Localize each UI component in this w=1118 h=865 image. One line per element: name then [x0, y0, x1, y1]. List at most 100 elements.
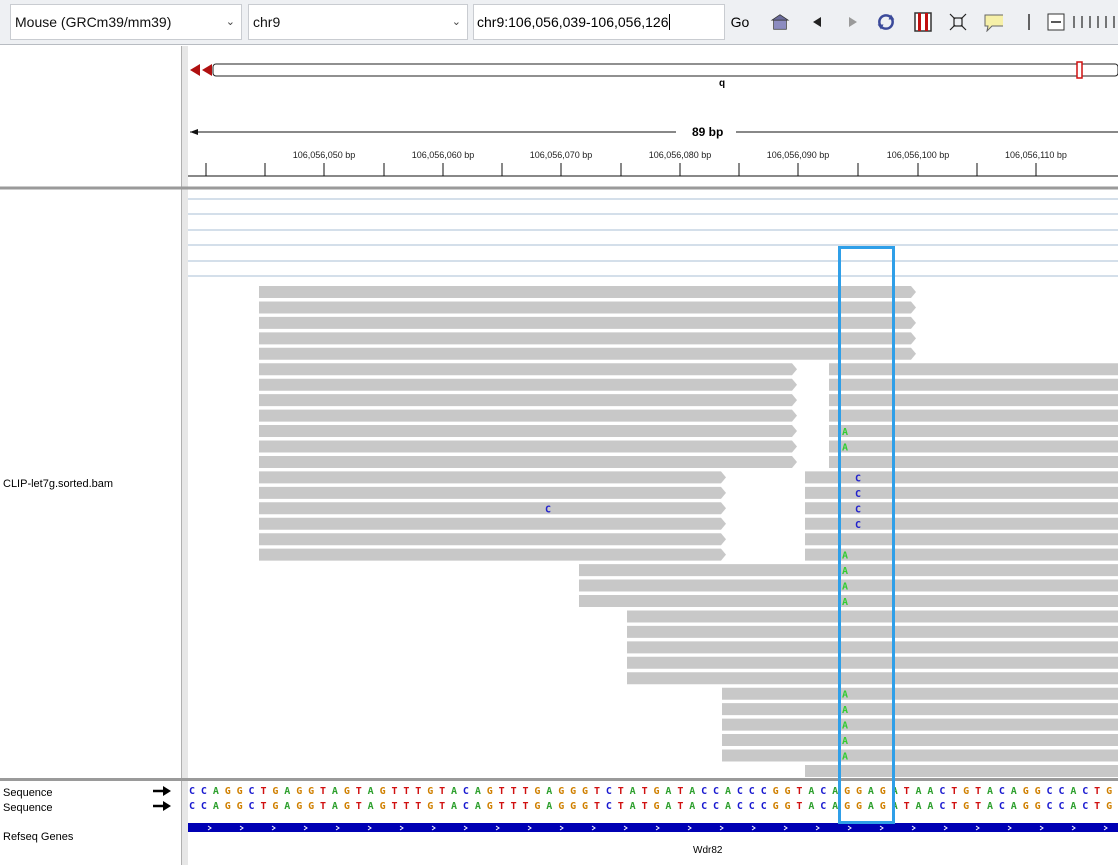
go-button[interactable]: Go	[730, 14, 750, 30]
locus-input[interactable]: chr9:106,056,039-106,056,126	[473, 4, 725, 40]
refresh-icon[interactable]	[876, 12, 896, 32]
sequence-base: G	[1106, 801, 1113, 812]
sequence-base: C	[1082, 786, 1089, 797]
sequence-base: A	[808, 801, 815, 812]
strand-chevron-icon	[847, 825, 852, 831]
sequence-base: G	[236, 786, 243, 797]
sequence-base: G	[558, 786, 565, 797]
sequence-base: C	[713, 801, 720, 812]
strand-chevron-icon	[783, 825, 788, 831]
ruler-tick-label: 106,056,070 bp	[529, 150, 593, 160]
mismatch-base: A	[842, 427, 848, 438]
sequence-base: T	[415, 801, 422, 812]
genome-dropdown[interactable]: Mouse (GRCm39/mm39) ⌄	[10, 4, 242, 40]
sequence-base: T	[403, 786, 410, 797]
sequence-base: C	[748, 801, 755, 812]
ideogram-band-label: q	[719, 78, 726, 89]
sequence-base: A	[689, 801, 696, 812]
region-of-interest-icon[interactable]	[913, 12, 933, 32]
zoom-slider[interactable]	[1071, 14, 1118, 30]
read-alignment	[259, 517, 726, 530]
sequence-base: G	[1022, 801, 1029, 812]
refseq-genes-label[interactable]: Refseq Genes	[3, 831, 74, 843]
sequence-base: T	[641, 801, 648, 812]
span-indicator	[190, 129, 1118, 135]
strand-chevron-icon	[1071, 825, 1076, 831]
sequence-base: T	[498, 801, 505, 812]
ruler[interactable]	[188, 160, 1118, 190]
strand-arrow-icon[interactable]	[152, 800, 172, 812]
zoom-out-icon[interactable]	[1046, 12, 1066, 32]
sequence-base: G	[844, 786, 851, 797]
sequence-base: A	[689, 786, 696, 797]
read-alignment	[829, 394, 1118, 407]
sequence-base: A	[629, 801, 636, 812]
sequence-base: T	[975, 786, 982, 797]
read-alignment	[722, 734, 1118, 747]
sequence-base: A	[986, 786, 994, 797]
sequence-base: C	[998, 786, 1005, 797]
strand-chevron-icon	[879, 825, 884, 831]
attribute-panel	[182, 46, 188, 865]
sequence-base: C	[713, 786, 720, 797]
strand-chevron-icon	[335, 825, 340, 831]
sequence-base: T	[796, 786, 803, 797]
read-alignment	[805, 517, 1118, 530]
sequence-track-label-forward[interactable]: Sequence	[3, 787, 53, 799]
sequence-base: C	[701, 786, 708, 797]
sequence-base: A	[331, 786, 338, 797]
sequence-base: G	[308, 801, 315, 812]
read-alignment	[259, 440, 797, 453]
strand-chevron-icon	[431, 825, 436, 831]
resize-icon[interactable]	[948, 12, 968, 32]
sequence-base: A	[629, 786, 636, 797]
forward-icon[interactable]	[843, 12, 863, 32]
strand-chevron-icon	[367, 825, 372, 831]
sequence-base: C	[736, 801, 743, 812]
sequence-base: G	[582, 786, 589, 797]
sequence-base: G	[772, 786, 779, 797]
strand-chevron-icon	[527, 825, 532, 831]
sequence-base: G	[308, 786, 315, 797]
back-icon[interactable]	[807, 12, 827, 32]
read-alignment	[805, 471, 1118, 484]
strand-chevron-icon	[1007, 825, 1012, 831]
chromosome-ideogram[interactable]	[188, 58, 1118, 82]
sequence-base: G	[296, 801, 303, 812]
sequence-base: A	[927, 801, 934, 812]
sequence-base: T	[320, 786, 327, 797]
chevron-down-icon: ⌄	[225, 16, 235, 28]
sequence-base: A	[474, 801, 481, 812]
chromosome-dropdown[interactable]: chr9 ⌄	[248, 4, 468, 40]
read-alignment	[627, 641, 1118, 654]
popup-info-icon[interactable]	[983, 12, 1003, 32]
sequence-base: G	[296, 786, 303, 797]
sequence-base: T	[415, 786, 422, 797]
gene-feature-wdr82[interactable]	[188, 822, 1118, 834]
read-alignment	[259, 332, 916, 345]
current-region-marker	[1076, 61, 1083, 79]
sequence-base: C	[820, 801, 827, 812]
sequence-base: G	[558, 801, 565, 812]
read-alignment	[259, 533, 726, 546]
bam-track-label[interactable]: CLIP-let7g.sorted.bam	[3, 478, 114, 490]
sequence-base: G	[343, 786, 350, 797]
sequence-base: C	[189, 801, 196, 812]
strand-chevron-icon	[271, 825, 276, 831]
sequence-track-label-second[interactable]: Sequence	[3, 802, 53, 814]
read-alignment	[259, 502, 726, 515]
sequence-base: T	[593, 786, 600, 797]
sequence-base: C	[605, 786, 612, 797]
home-icon[interactable]	[770, 12, 790, 32]
sequence-base: G	[427, 801, 434, 812]
sequence-base: G	[224, 801, 231, 812]
strand-arrow-icon[interactable]	[152, 785, 172, 797]
sequence-base: C	[1058, 801, 1065, 812]
sequence-base: C	[189, 786, 196, 797]
strand-chevron-icon	[655, 825, 660, 831]
sequence-base: T	[260, 786, 267, 797]
sequence-base: C	[248, 801, 255, 812]
sequence-base: A	[212, 786, 219, 797]
mismatch-base: A	[842, 443, 848, 454]
